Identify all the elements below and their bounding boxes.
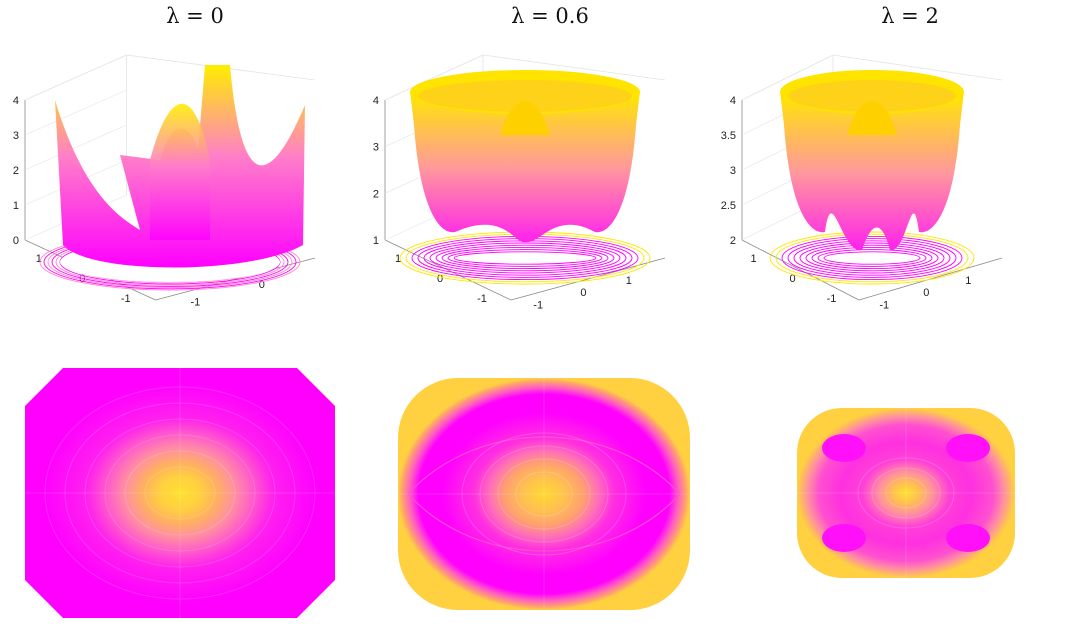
grid-edge xyxy=(832,54,1003,81)
floor-contour xyxy=(793,240,951,276)
y-tick-label: 0 xyxy=(789,273,795,285)
x-tick-label: 1 xyxy=(626,275,632,287)
heatmap-contour xyxy=(515,471,573,517)
z-tick-label: 4 xyxy=(13,95,19,107)
z-tick-label: 2.5 xyxy=(721,200,736,212)
heatmap-minimum xyxy=(822,434,866,462)
y-tick-label: 0 xyxy=(437,273,443,285)
surface-panel-1: 1 2 3 4 1 0 -1 -1 0 1 xyxy=(373,54,666,312)
x-tick-label: -1 xyxy=(533,300,543,312)
surface-rim-inner xyxy=(418,80,632,112)
floor-contour xyxy=(441,246,609,270)
surface-panel-0: 0 1 2 3 4 1 0 -1 -1 0 xyxy=(13,54,316,309)
x-axis-line xyxy=(155,257,316,301)
y-tick-label: 1 xyxy=(395,253,401,265)
heatmap-panel-1 xyxy=(398,378,690,610)
x-tick-label: 1 xyxy=(965,275,971,287)
floor-contour xyxy=(811,246,933,270)
floor-contour xyxy=(781,235,963,281)
heatmap-contour xyxy=(479,445,609,543)
y-tick-label: -1 xyxy=(121,293,131,305)
y-tick-label: -1 xyxy=(477,293,487,305)
heatmap-contour xyxy=(407,436,681,552)
heatmap-minimum xyxy=(946,434,990,462)
z-tick-label: 3 xyxy=(373,142,379,154)
heatmap-field xyxy=(25,368,335,618)
z-tick-label: 2 xyxy=(373,188,379,200)
floor-contour xyxy=(817,249,927,267)
floor-contour xyxy=(787,238,957,278)
z-gridline xyxy=(24,54,127,101)
heatmap-contour xyxy=(461,432,627,556)
floor-contour xyxy=(435,244,615,272)
x-tick-label: -1 xyxy=(190,297,200,309)
panel-title-1: λ = 0.6 xyxy=(511,4,589,28)
heatmap-contour xyxy=(84,418,276,568)
heatmap-contour xyxy=(64,402,296,584)
heatmap-minimum xyxy=(946,524,990,552)
z-gridline xyxy=(24,124,127,171)
floor-contour xyxy=(799,242,945,274)
heatmap-contour xyxy=(497,458,591,530)
y-tick-label: 0 xyxy=(79,273,85,285)
heatmap-contour xyxy=(857,457,955,529)
surface-panel-2: 2 2.5 3 3.5 4 1 0 -1 -1 0 1 xyxy=(721,54,1003,312)
z-gridline xyxy=(741,54,834,101)
z-tick-label: 2 xyxy=(730,235,736,247)
heatmap-panel-0 xyxy=(25,368,335,618)
surface-rim-inner xyxy=(788,80,956,112)
z-tick-label: 3 xyxy=(730,165,736,177)
heatmap-contour xyxy=(871,467,941,519)
floor-contour xyxy=(823,251,921,265)
heatmap-contour xyxy=(124,450,236,536)
y-tick-label: 1 xyxy=(750,253,756,265)
heatmap-minimum xyxy=(822,524,866,552)
surface-peak xyxy=(500,101,550,135)
grid-edge xyxy=(482,54,666,81)
floor-contour xyxy=(429,242,621,274)
x-tick-label: -1 xyxy=(879,300,889,312)
heatmap-field xyxy=(398,378,690,610)
heatmap-contour xyxy=(144,466,216,520)
y-tick-label: -1 xyxy=(827,293,837,305)
floor-contour xyxy=(447,249,603,267)
floor-contour xyxy=(453,251,597,265)
heatmap-contour xyxy=(885,477,927,509)
floor-contour xyxy=(805,244,939,272)
heatmap-contour xyxy=(104,434,256,552)
surface xyxy=(410,92,640,243)
z-tick-label: 3.5 xyxy=(721,130,736,142)
z-gridline xyxy=(24,89,127,136)
surface xyxy=(780,92,964,251)
x-tick-label: 0 xyxy=(923,287,929,299)
z-tick-label: 0 xyxy=(13,235,19,247)
floor-contour xyxy=(769,231,975,285)
heatmap-contour xyxy=(44,386,316,600)
z-tick-label: 1 xyxy=(13,200,19,212)
z-tick-label: 4 xyxy=(730,95,736,107)
z-tick-label: 1 xyxy=(373,235,379,247)
floor-contour xyxy=(775,233,969,283)
y-tick-label: 1 xyxy=(36,253,42,265)
x-tick-label: 0 xyxy=(580,287,586,299)
panel-title-0: λ = 0 xyxy=(166,4,224,28)
z-tick-label: 4 xyxy=(373,95,379,107)
surface-peak xyxy=(150,103,210,240)
heatmap-panel-2 xyxy=(797,408,1015,578)
surface-peak xyxy=(847,101,897,135)
z-tick-label: 3 xyxy=(13,130,19,142)
panel-title-2: λ = 2 xyxy=(881,4,939,28)
z-gridline xyxy=(384,54,484,101)
floor-contour xyxy=(417,238,633,278)
z-tick-label: 2 xyxy=(13,165,19,177)
y-axis-line xyxy=(741,239,860,301)
x-tick-label: 0 xyxy=(259,279,265,291)
